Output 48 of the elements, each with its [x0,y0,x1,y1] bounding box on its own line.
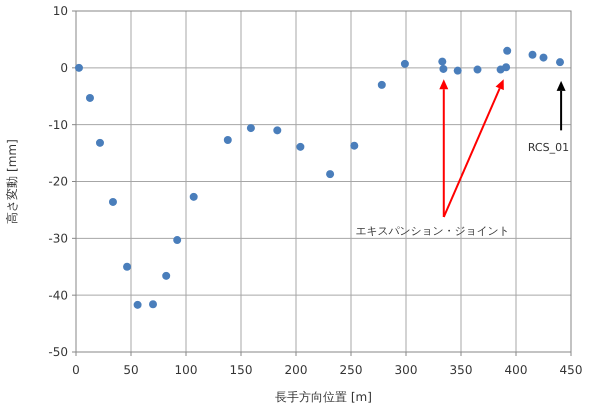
y-tick-label: -50 [48,345,68,360]
point [528,50,536,59]
point [74,64,83,72]
point [503,46,512,55]
x-tick-label: 250 [340,363,362,377]
point [134,300,142,309]
point [246,124,255,132]
x-tick-label: 350 [450,363,472,377]
point [86,94,94,102]
annotation: RCS_01 [528,140,570,154]
point [224,136,232,144]
x-tick-label: 450 [560,363,582,377]
x-tick-label: 300 [394,363,418,377]
x-tick-label: 50 [123,363,139,377]
y-tick-label: -20 [48,174,68,189]
point [502,63,510,72]
annotation: エキスパンション・ジョイント [356,224,510,238]
point [350,142,358,150]
x-tick-label: 200 [284,363,308,377]
y-tick-label: 0 [60,61,68,76]
point [400,60,409,68]
point [540,54,548,62]
x-tick-label: 400 [504,363,528,377]
point [123,262,132,271]
y-tick-label: -40 [48,288,68,302]
point [454,66,462,75]
y-axis-title: 高さ変動 [mm] [5,139,19,224]
point [149,300,157,308]
point [326,170,334,178]
point [173,236,182,244]
x-axis-title: 長手方向位置 [m] [275,390,372,404]
point [190,192,198,201]
point [474,66,482,74]
y-tick-label: 10 [52,4,68,18]
point [273,126,282,134]
y-tick-label: -10 [48,118,68,132]
x-tick-label: 150 [230,363,252,377]
point [96,138,104,147]
x-tick-label: 100 [174,363,198,377]
point [556,58,564,66]
y-tick-label: -30 [48,232,68,246]
x-tick-label: 0 [72,363,80,377]
point [439,64,448,73]
point [108,198,117,206]
point [378,80,386,89]
point [296,142,304,151]
point [438,58,446,66]
point [162,272,170,280]
